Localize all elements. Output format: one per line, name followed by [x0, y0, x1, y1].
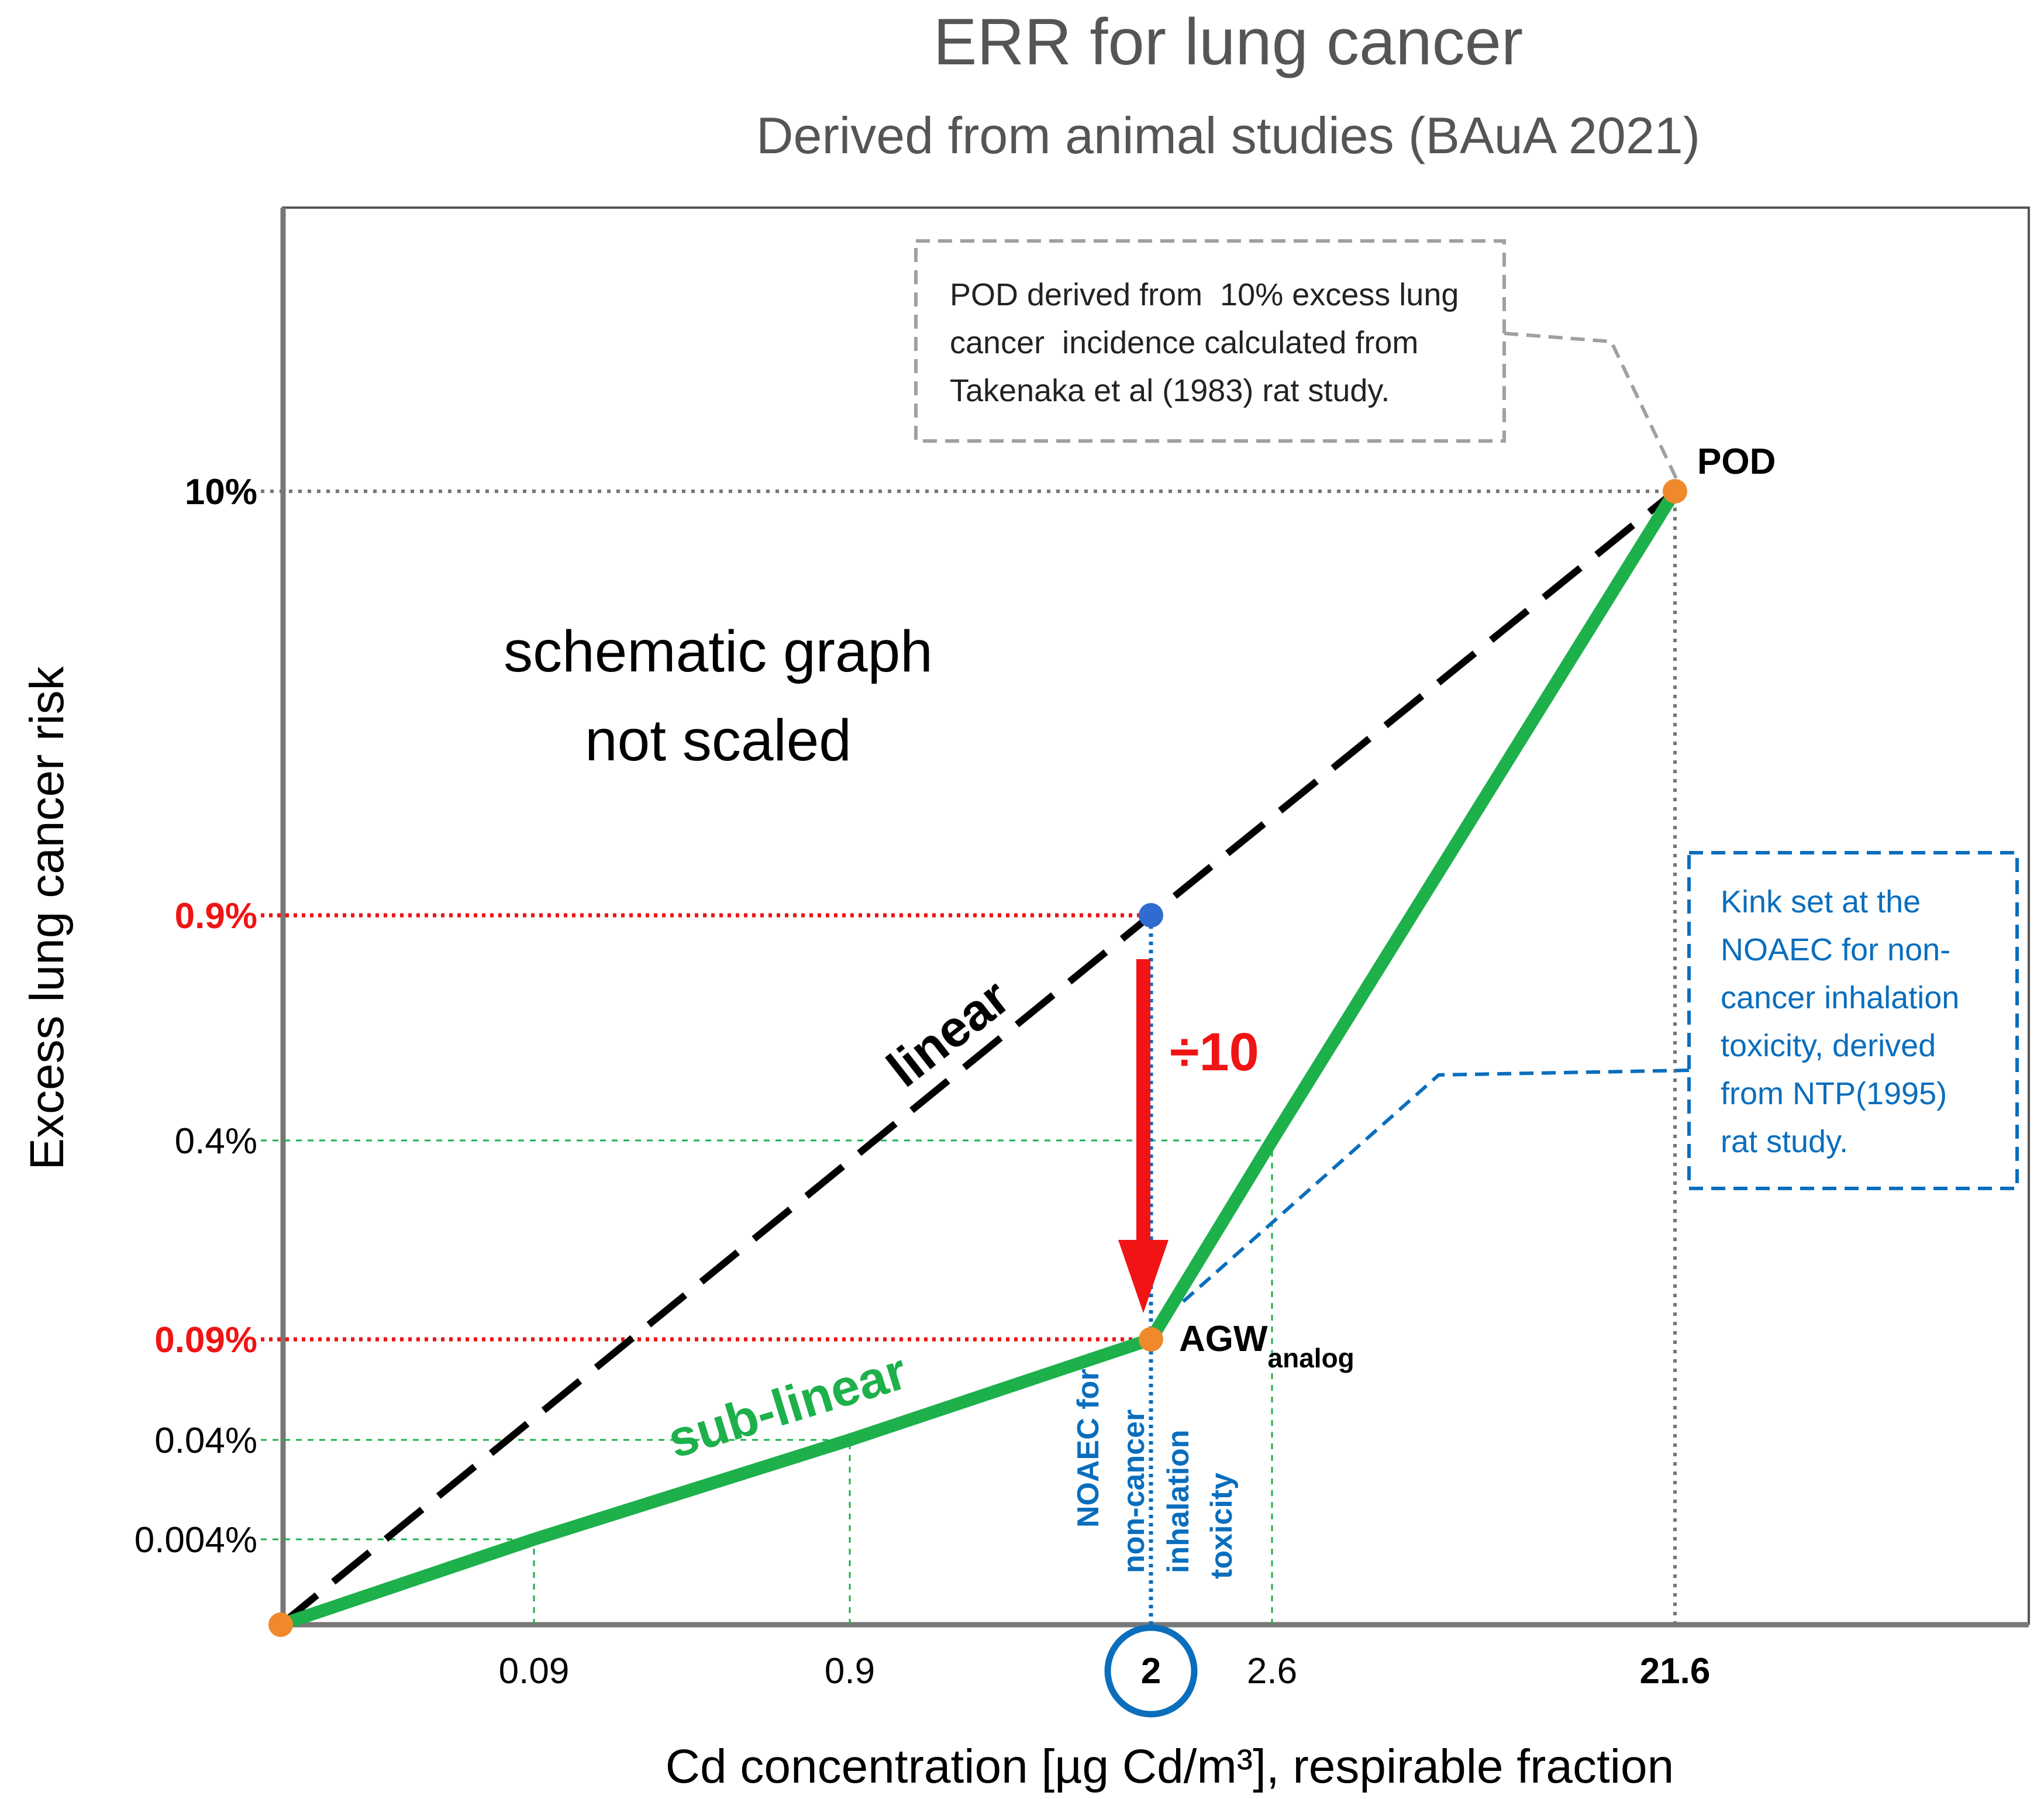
kink-callout-line-5: from NTP(1995)	[1721, 1076, 1947, 1111]
divide-label: ÷10	[1170, 1022, 1259, 1082]
linear-label: linear	[876, 968, 1020, 1098]
noaec-label-line-3: inhalation	[1161, 1429, 1195, 1573]
noaec-label-line-2: non-cancer	[1117, 1409, 1151, 1573]
sublinear-label: sub-linear	[661, 1342, 914, 1469]
x-tick-label: 0.9	[825, 1651, 875, 1691]
pod-callout-box	[914, 239, 1506, 443]
schematic-note-line-2: not scaled	[585, 708, 852, 773]
x-tick-label: 2.6	[1247, 1651, 1297, 1691]
y-tick-label: 0.9%	[175, 896, 257, 936]
marker-label-AGW: AGWanalog	[1179, 1319, 1354, 1373]
pod-callout-line-3: Takenaka et al (1983) rat study.	[950, 373, 1390, 408]
marker-label-subscript: analog	[1268, 1343, 1354, 1373]
pod-callout-line-2: cancer incidence calculated from	[950, 325, 1418, 360]
kink-callout-line-6: rat study.	[1721, 1124, 1848, 1159]
pod-callout-leader	[1504, 332, 1679, 482]
pod-callout-line-1: POD derived from 10% excess lung	[950, 277, 1459, 312]
series-layer	[278, 488, 1681, 1631]
y-axis-label: Excess lung cancer risk	[20, 666, 74, 1170]
series-linear	[278, 488, 1677, 1628]
marker-label-POD: POD	[1697, 442, 1776, 482]
noaec-label-line-1: NOAEC for	[1071, 1369, 1105, 1528]
y-tick-label: 0.004%	[135, 1520, 257, 1560]
y-tick-label: 0.09%	[154, 1320, 257, 1360]
tick-layer: 0.004% 0.04% 0.09% 0.4% 0.9% 10% 0.09 0.9 2 2.6 21…	[135, 472, 1711, 1718]
divide-arrow-head	[1118, 1240, 1169, 1313]
guide-lines	[261, 490, 1677, 1625]
x-tick-label: 21.6	[1640, 1651, 1711, 1691]
schematic-note-line-1: schematic graph	[504, 619, 933, 684]
marker-linear-at-2	[1139, 903, 1163, 928]
marker-layer: POD AGWanalog	[268, 442, 1776, 1637]
kink-callout-box	[1687, 851, 2019, 1190]
series-sub-linear	[278, 488, 1681, 1631]
marker-AGW	[1139, 1327, 1163, 1352]
x-tick-label: 2	[1141, 1651, 1161, 1691]
kink-callout-line-2: NOAEC for non-	[1721, 932, 1950, 967]
x-tick-label: 0.09	[499, 1651, 570, 1691]
y-tick-label: 0.04%	[154, 1421, 257, 1461]
x-axis-label: Cd concentration [µg Cd/m³], respirable …	[666, 1740, 1674, 1793]
chart-subtitle: Derived from animal studies (BAuA 2021)	[756, 106, 1700, 164]
y-tick-label: 10%	[185, 472, 257, 512]
x-tick-highlight-circle	[1104, 1624, 1198, 1718]
marker-POD	[1663, 479, 1687, 504]
kink-callout-line-4: toxicity, derived	[1721, 1028, 1936, 1063]
kink-callout-leader	[1179, 1069, 1690, 1306]
kink-callout-line-1: Kink set at the	[1721, 884, 1921, 919]
kink-callout-line-3: cancer inhalation	[1721, 980, 1959, 1015]
noaec-label-line-4: toxicity	[1205, 1473, 1239, 1579]
chart-title: ERR for lung cancer	[933, 5, 1523, 78]
marker-origin	[268, 1612, 293, 1637]
y-tick-label: 0.4%	[175, 1121, 257, 1162]
